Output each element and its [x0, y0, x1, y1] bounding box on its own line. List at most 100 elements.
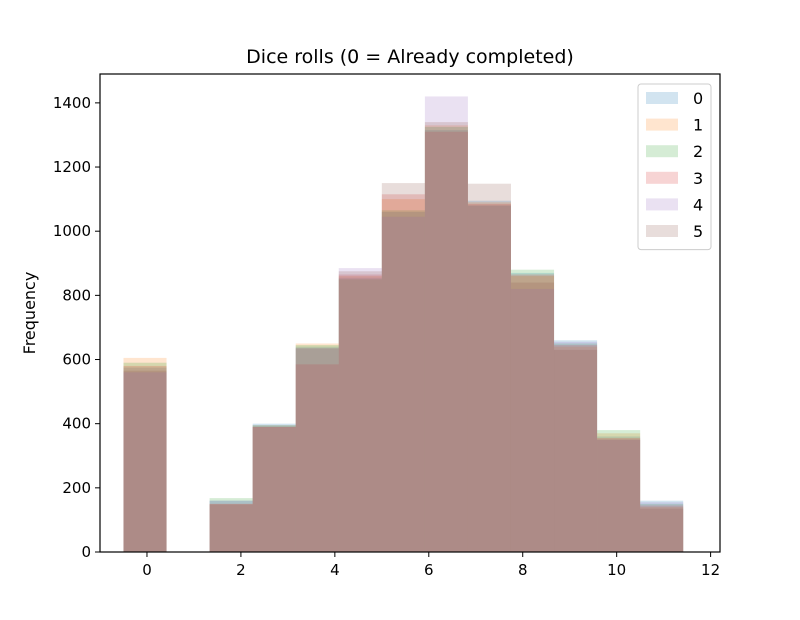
bar-series-5-bin-11 [597, 439, 641, 552]
legend-label-5: 5 [693, 222, 703, 241]
bar-series-3-bin-11 [597, 438, 641, 552]
bar-series-2-bin-6 [381, 210, 425, 552]
bar-series-5-bin-6 [381, 183, 425, 552]
legend-box [637, 83, 712, 251]
y-tick-label: 0 [81, 543, 91, 561]
bar-series-5-bin-12 [640, 508, 684, 552]
bar-series-2-bin-9 [510, 269, 555, 552]
bar-series-0-bin-10 [554, 340, 598, 552]
bar-series-3-bin-6 [381, 194, 425, 553]
bar-series-2-bin-12 [640, 503, 684, 552]
bar-series-1-bin-6 [381, 199, 425, 553]
bar-series-4-bin-5 [338, 268, 382, 552]
bar-series-2-bin-2 [209, 498, 253, 552]
bar-series-2-bin-11 [597, 430, 641, 552]
bar-series-5-bin-2 [209, 504, 253, 552]
legend-swatch-0 [646, 92, 678, 104]
bars-layer [123, 96, 684, 553]
bar-series-3-bin-3 [252, 426, 296, 552]
legend-label-3: 3 [693, 169, 703, 188]
bar-series-2-bin-10 [554, 343, 598, 552]
bar-series-1-bin-4 [295, 343, 339, 552]
bar-series-5-bin-8 [467, 183, 511, 552]
y-tick-label: 800 [62, 286, 91, 304]
legend-label-4: 4 [693, 195, 703, 214]
bar-series-5-bin-4 [295, 348, 339, 552]
bar-series-2-bin-3 [252, 425, 296, 552]
bar-series-4-bin-4 [295, 348, 339, 552]
bar-series-3-bin-12 [640, 505, 684, 552]
plot-frame [99, 73, 721, 553]
bar-series-4-bin-6 [381, 216, 425, 552]
x-tick-label: 6 [424, 561, 434, 579]
bar-series-0-bin-3 [252, 423, 296, 552]
bar-series-1-bin-3 [252, 426, 296, 552]
bar-series-3-bin-10 [554, 345, 598, 552]
legend-swatch-1 [646, 118, 678, 131]
bar-series-3-bin-0 [123, 365, 167, 552]
bar-series-0-bin-12 [640, 500, 684, 552]
bar-series-0-bin-11 [597, 436, 641, 552]
y-tick-label: 1200 [53, 158, 91, 176]
bar-series-0-bin-0 [123, 367, 167, 552]
bar-series-1-bin-9 [510, 276, 555, 552]
legend-swatch-2 [646, 145, 678, 158]
bar-series-0-bin-5 [338, 277, 382, 552]
bar-series-0-bin-2 [209, 500, 253, 552]
bar-series-0-bin-9 [510, 272, 555, 552]
bar-series-1-bin-12 [640, 507, 684, 552]
legend-label-2: 2 [693, 142, 703, 161]
bar-series-1-bin-7 [424, 125, 468, 552]
bar-series-2-bin-8 [467, 205, 511, 552]
bar-series-2-bin-5 [338, 279, 382, 552]
bar-series-4-bin-3 [252, 426, 296, 552]
bar-series-5-bin-9 [510, 282, 555, 552]
bar-series-4-bin-10 [554, 341, 598, 552]
legend: 0 1 2 3 4 5 [637, 83, 712, 251]
x-tick-label: 10 [607, 561, 626, 579]
bar-series-0-bin-6 [381, 211, 425, 553]
y-tick-label: 1400 [53, 94, 91, 112]
x-tick-label: 8 [518, 561, 528, 579]
bar-series-1-bin-5 [338, 276, 382, 552]
bar-series-1-bin-10 [554, 346, 598, 552]
legend-swatch-4 [646, 198, 678, 211]
x-tick-label: 0 [142, 561, 152, 579]
x-tick-label: 4 [330, 561, 340, 579]
bar-series-5-bin-10 [554, 349, 598, 552]
bar-series-3-bin-5 [338, 274, 382, 552]
x-tick-label: 12 [701, 561, 720, 579]
bar-series-1-bin-11 [597, 433, 641, 552]
bar-series-1-bin-2 [209, 503, 253, 552]
chart-title: Dice rolls (0 = Already completed) [246, 46, 574, 68]
y-tick-label: 200 [62, 479, 91, 497]
bar-series-3-bin-8 [467, 203, 511, 552]
bar-series-5-bin-7 [424, 122, 468, 553]
y-axis-label: Frequency [20, 272, 39, 355]
bar-series-2-bin-4 [295, 345, 339, 552]
bar-series-4-bin-8 [467, 205, 511, 552]
legend-label-0: 0 [693, 89, 703, 108]
bar-series-0-bin-4 [295, 346, 339, 552]
bar-series-4-bin-11 [597, 439, 641, 552]
legend-label-1: 1 [693, 116, 703, 135]
bar-series-5-bin-0 [123, 370, 167, 552]
bar-series-3-bin-7 [424, 131, 468, 552]
bar-series-4-bin-9 [510, 288, 555, 552]
y-tick-label: 1000 [53, 222, 91, 240]
bar-series-4-bin-0 [123, 372, 167, 552]
x-tick-label: 2 [236, 561, 246, 579]
y-tick-label: 400 [62, 415, 91, 433]
bar-series-3-bin-9 [510, 274, 555, 552]
bar-series-3-bin-4 [295, 364, 339, 552]
bar-series-0-bin-7 [424, 130, 468, 553]
bar-series-1-bin-0 [123, 357, 167, 552]
bar-series-1-bin-8 [467, 202, 511, 552]
legend-swatch-3 [646, 171, 678, 184]
bar-series-0-bin-8 [467, 200, 511, 552]
bar-series-3-bin-2 [209, 503, 253, 552]
bar-series-5-bin-3 [252, 425, 296, 552]
bar-series-4-bin-7 [424, 96, 468, 553]
